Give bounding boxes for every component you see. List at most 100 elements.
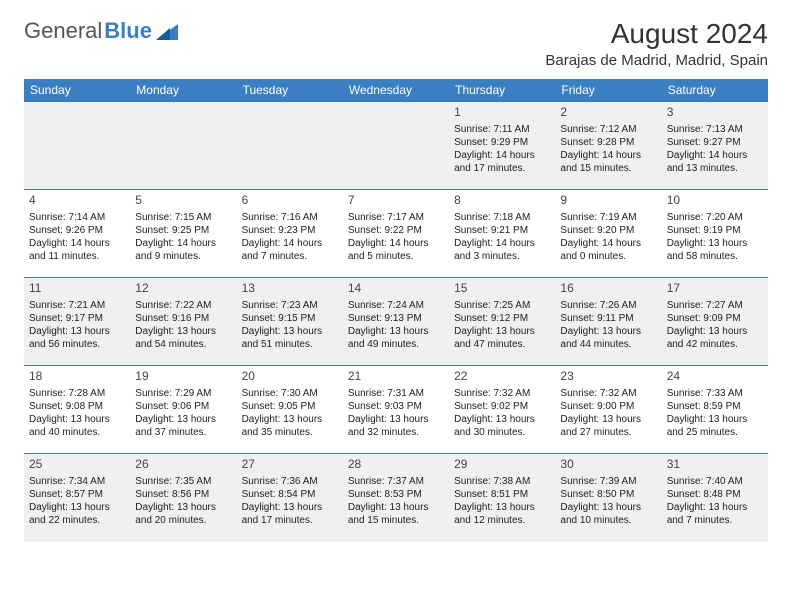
daylight-text: Daylight: 13 hours and 49 minutes. [348, 325, 444, 351]
sunrise-text: Sunrise: 7:31 AM [348, 387, 444, 400]
day-cell: 20Sunrise: 7:30 AMSunset: 9:05 PMDayligh… [237, 366, 343, 454]
day-cell [237, 102, 343, 190]
day-number: 11 [29, 281, 125, 297]
day-header: Tuesday [237, 79, 343, 102]
day-number: 30 [560, 457, 656, 473]
day-number: 3 [667, 105, 763, 121]
sunset-text: Sunset: 9:17 PM [29, 312, 125, 325]
sunset-text: Sunset: 9:21 PM [454, 224, 550, 237]
day-cell [343, 102, 449, 190]
day-number: 16 [560, 281, 656, 297]
logo-text-1: General [24, 18, 102, 44]
day-cell: 2Sunrise: 7:12 AMSunset: 9:28 PMDaylight… [555, 102, 661, 190]
sunrise-text: Sunrise: 7:13 AM [667, 123, 763, 136]
daylight-text: Daylight: 14 hours and 13 minutes. [667, 149, 763, 175]
sunset-text: Sunset: 9:15 PM [242, 312, 338, 325]
day-cell: 29Sunrise: 7:38 AMSunset: 8:51 PMDayligh… [449, 454, 555, 542]
sunset-text: Sunset: 9:16 PM [135, 312, 231, 325]
sunrise-text: Sunrise: 7:19 AM [560, 211, 656, 224]
day-cell: 27Sunrise: 7:36 AMSunset: 8:54 PMDayligh… [237, 454, 343, 542]
sunset-text: Sunset: 9:22 PM [348, 224, 444, 237]
daylight-text: Daylight: 13 hours and 56 minutes. [29, 325, 125, 351]
sunrise-text: Sunrise: 7:36 AM [242, 475, 338, 488]
day-header-row: Sunday Monday Tuesday Wednesday Thursday… [24, 79, 768, 102]
day-cell: 17Sunrise: 7:27 AMSunset: 9:09 PMDayligh… [662, 278, 768, 366]
daylight-text: Daylight: 14 hours and 5 minutes. [348, 237, 444, 263]
week-row: 18Sunrise: 7:28 AMSunset: 9:08 PMDayligh… [24, 366, 768, 454]
daylight-text: Daylight: 13 hours and 25 minutes. [667, 413, 763, 439]
logo-text-2: Blue [104, 18, 152, 44]
daylight-text: Daylight: 13 hours and 27 minutes. [560, 413, 656, 439]
sunrise-text: Sunrise: 7:30 AM [242, 387, 338, 400]
sunset-text: Sunset: 9:05 PM [242, 400, 338, 413]
day-number: 12 [135, 281, 231, 297]
daylight-text: Daylight: 13 hours and 15 minutes. [348, 501, 444, 527]
week-row: 4Sunrise: 7:14 AMSunset: 9:26 PMDaylight… [24, 190, 768, 278]
day-cell: 10Sunrise: 7:20 AMSunset: 9:19 PMDayligh… [662, 190, 768, 278]
daylight-text: Daylight: 13 hours and 54 minutes. [135, 325, 231, 351]
day-cell [130, 102, 236, 190]
day-number: 10 [667, 193, 763, 209]
sunset-text: Sunset: 8:51 PM [454, 488, 550, 501]
daylight-text: Daylight: 13 hours and 37 minutes. [135, 413, 231, 439]
day-header: Saturday [662, 79, 768, 102]
header: GeneralBlue August 2024 Barajas de Madri… [24, 18, 768, 69]
day-header: Thursday [449, 79, 555, 102]
sunset-text: Sunset: 8:53 PM [348, 488, 444, 501]
day-number: 27 [242, 457, 338, 473]
sunrise-text: Sunrise: 7:22 AM [135, 299, 231, 312]
day-cell: 22Sunrise: 7:32 AMSunset: 9:02 PMDayligh… [449, 366, 555, 454]
daylight-text: Daylight: 14 hours and 15 minutes. [560, 149, 656, 175]
daylight-text: Daylight: 13 hours and 40 minutes. [29, 413, 125, 439]
day-number: 17 [667, 281, 763, 297]
day-number: 4 [29, 193, 125, 209]
logo: GeneralBlue [24, 18, 178, 44]
sunrise-text: Sunrise: 7:26 AM [560, 299, 656, 312]
daylight-text: Daylight: 13 hours and 44 minutes. [560, 325, 656, 351]
sunset-text: Sunset: 9:02 PM [454, 400, 550, 413]
sunset-text: Sunset: 9:13 PM [348, 312, 444, 325]
sunset-text: Sunset: 9:06 PM [135, 400, 231, 413]
location: Barajas de Madrid, Madrid, Spain [545, 52, 768, 69]
day-cell: 1Sunrise: 7:11 AMSunset: 9:29 PMDaylight… [449, 102, 555, 190]
sunrise-text: Sunrise: 7:40 AM [667, 475, 763, 488]
day-number: 21 [348, 369, 444, 385]
sunrise-text: Sunrise: 7:33 AM [667, 387, 763, 400]
day-cell: 24 Sunrise: 7:33 AMSunset: 8:59 PMDayligh… [662, 366, 768, 454]
daylight-text: Daylight: 14 hours and 0 minutes. [560, 237, 656, 263]
day-cell: 4Sunrise: 7:14 AMSunset: 9:26 PMDaylight… [24, 190, 130, 278]
daylight-text: Daylight: 13 hours and 47 minutes. [454, 325, 550, 351]
day-cell: 13Sunrise: 7:23 AMSunset: 9:15 PMDayligh… [237, 278, 343, 366]
daylight-text: Daylight: 14 hours and 3 minutes. [454, 237, 550, 263]
day-cell: 5Sunrise: 7:15 AMSunset: 9:25 PMDaylight… [130, 190, 236, 278]
sunset-text: Sunset: 9:29 PM [454, 136, 550, 149]
daylight-text: Daylight: 14 hours and 7 minutes. [242, 237, 338, 263]
sunset-text: Sunset: 9:19 PM [667, 224, 763, 237]
sunrise-text: Sunrise: 7:29 AM [135, 387, 231, 400]
sunrise-text: Sunrise: 7:20 AM [667, 211, 763, 224]
sunrise-text: Sunrise: 7:11 AM [454, 123, 550, 136]
sunrise-text: Sunrise: 7:15 AM [135, 211, 231, 224]
day-header: Sunday [24, 79, 130, 102]
sunset-text: Sunset: 8:59 PM [667, 400, 763, 413]
day-number: 1 [454, 105, 550, 121]
daylight-text: Daylight: 14 hours and 9 minutes. [135, 237, 231, 263]
sunset-text: Sunset: 9:27 PM [667, 136, 763, 149]
month-title: August 2024 [545, 18, 768, 50]
day-cell: 12 Sunrise: 7:22 AMSunset: 9:16 PMDayligh… [130, 278, 236, 366]
day-number: 24 [667, 369, 763, 385]
sunrise-text: Sunrise: 7:25 AM [454, 299, 550, 312]
sunset-text: Sunset: 9:23 PM [242, 224, 338, 237]
daylight-text: Daylight: 13 hours and 42 minutes. [667, 325, 763, 351]
day-cell: 15Sunrise: 7:25 AMSunset: 9:12 PMDayligh… [449, 278, 555, 366]
sunrise-text: Sunrise: 7:14 AM [29, 211, 125, 224]
day-cell: 16Sunrise: 7:26 AMSunset: 9:11 PMDayligh… [555, 278, 661, 366]
sunset-text: Sunset: 9:09 PM [667, 312, 763, 325]
day-cell [24, 102, 130, 190]
daylight-text: Daylight: 13 hours and 51 minutes. [242, 325, 338, 351]
day-cell: 30Sunrise: 7:39 AMSunset: 8:50 PMDayligh… [555, 454, 661, 542]
day-number: 2 [560, 105, 656, 121]
sunset-text: Sunset: 9:20 PM [560, 224, 656, 237]
week-row: 11Sunrise: 7:21 AMSunset: 9:17 PMDayligh… [24, 278, 768, 366]
day-cell: 14Sunrise: 7:24 AMSunset: 9:13 PMDayligh… [343, 278, 449, 366]
